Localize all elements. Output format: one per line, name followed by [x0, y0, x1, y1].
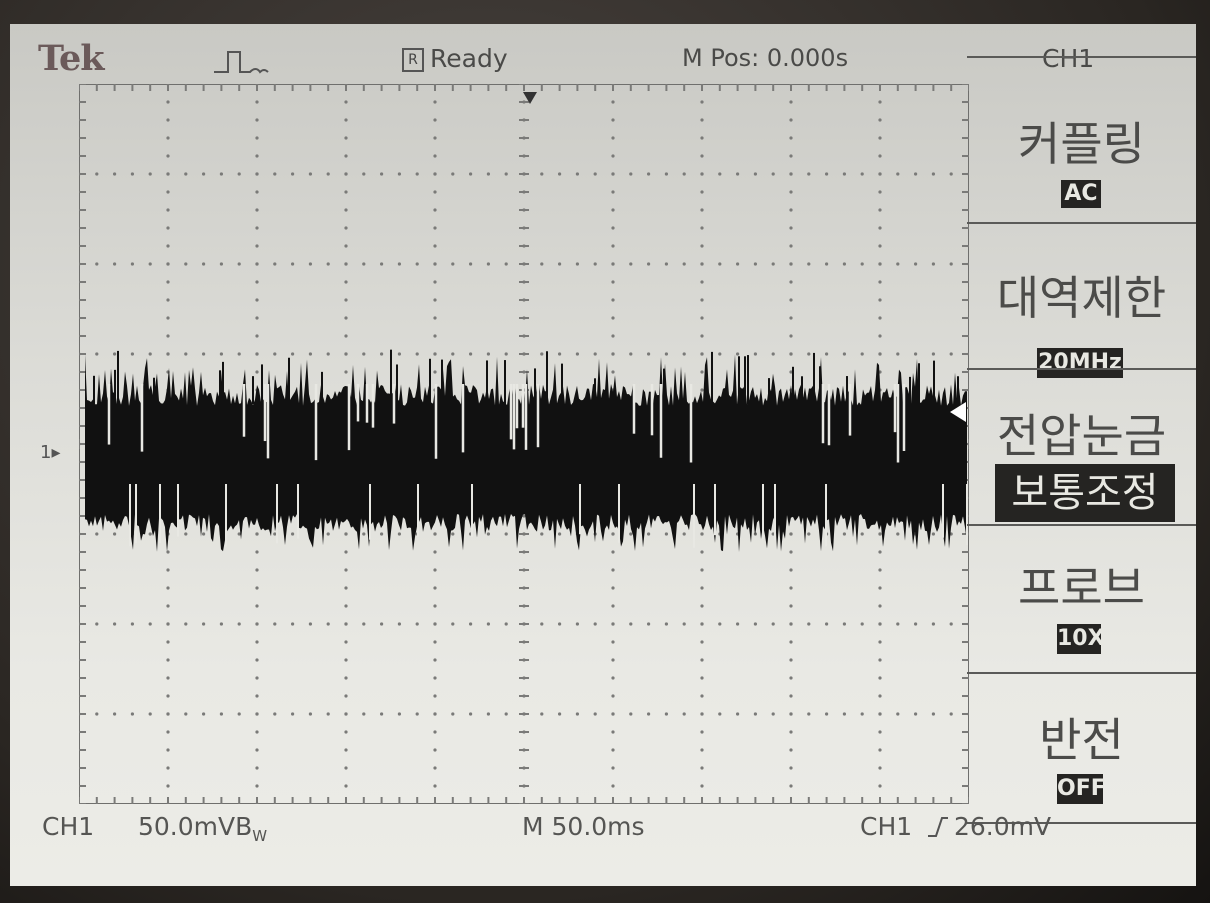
acquisition-mode-box: R	[402, 48, 424, 72]
trigger-source: CH1	[860, 812, 913, 841]
menu-item-invert[interactable]: 반전 OFF	[967, 674, 1196, 824]
menu-item-volts-div[interactable]: 전압눈금 보통조정	[967, 370, 1196, 522]
brand-logo: Tek	[38, 38, 105, 79]
time-per-div: M 50.0ms	[522, 812, 645, 841]
menu-item-probe[interactable]: 프로브 10X	[967, 526, 1196, 666]
menu-item-bandwidth-limit[interactable]: 대역제한 20MHz	[967, 224, 1196, 378]
rising-edge-icon	[928, 817, 948, 837]
scope-screen: Tek R Ready M Pos: 0.000s CH1 1▸ 커플링 AC	[10, 24, 1196, 886]
horizontal-position: M Pos: 0.000s	[682, 44, 849, 72]
menu-item-coupling[interactable]: 커플링 AC	[1018, 117, 1145, 208]
trigger-level: 26.0mV	[954, 812, 1052, 841]
side-menu: 커플링 AC 대역제한 20MHz 전압눈금 보통조정 프로브 10X 반전 O…	[967, 56, 1196, 824]
waveform-graticule	[79, 84, 969, 804]
channel-label: CH1	[42, 812, 95, 841]
menu-title: CH1	[1042, 44, 1095, 73]
volts-per-div: 50.0mVBW	[138, 812, 268, 845]
pulse-trigger-icon	[214, 51, 269, 74]
trigger-level-marker	[950, 402, 966, 422]
channel-ground-marker: 1▸	[40, 442, 61, 463]
acquisition-status: Ready	[430, 44, 508, 73]
trigger-position-marker	[523, 92, 537, 104]
